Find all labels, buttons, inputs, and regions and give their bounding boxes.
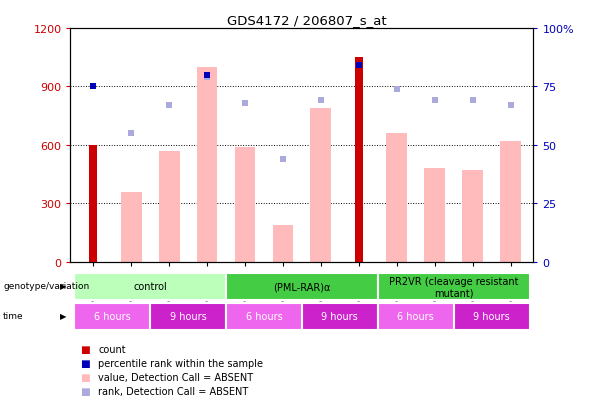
Text: control: control xyxy=(133,282,167,292)
Bar xyxy=(121,192,142,262)
Text: PR2VR (cleavage resistant
mutant): PR2VR (cleavage resistant mutant) xyxy=(389,276,519,297)
Text: 9 hours: 9 hours xyxy=(473,311,510,321)
Bar xyxy=(197,68,218,262)
Bar xyxy=(273,225,294,262)
Text: percentile rank within the sample: percentile rank within the sample xyxy=(98,358,263,368)
Bar xyxy=(378,303,454,330)
Bar xyxy=(462,171,483,262)
Bar xyxy=(235,147,256,262)
Bar xyxy=(355,58,363,262)
Text: 9 hours: 9 hours xyxy=(321,311,358,321)
Bar xyxy=(500,142,521,262)
Text: value, Detection Call = ABSENT: value, Detection Call = ABSENT xyxy=(98,372,253,382)
Bar xyxy=(302,303,378,330)
Bar xyxy=(150,303,226,330)
Text: ▶: ▶ xyxy=(59,281,66,290)
Bar xyxy=(378,273,530,300)
Text: 9 hours: 9 hours xyxy=(170,311,207,321)
Bar xyxy=(424,169,445,262)
Text: ▶: ▶ xyxy=(59,311,66,320)
Bar xyxy=(159,152,180,262)
Text: time: time xyxy=(3,311,24,320)
Text: 6 hours: 6 hours xyxy=(246,311,283,321)
Bar xyxy=(454,303,530,330)
Text: (PML-RAR)α: (PML-RAR)α xyxy=(273,282,330,292)
Text: GDS4172 / 206807_s_at: GDS4172 / 206807_s_at xyxy=(227,14,386,27)
Text: ■: ■ xyxy=(80,358,89,368)
Text: ■: ■ xyxy=(80,344,89,354)
Bar xyxy=(89,146,97,262)
Bar xyxy=(386,134,407,262)
Text: 6 hours: 6 hours xyxy=(94,311,131,321)
Text: 6 hours: 6 hours xyxy=(397,311,434,321)
Bar xyxy=(310,109,331,262)
Text: ■: ■ xyxy=(80,386,89,396)
Bar xyxy=(226,273,378,300)
Text: rank, Detection Call = ABSENT: rank, Detection Call = ABSENT xyxy=(98,386,248,396)
Bar xyxy=(226,303,302,330)
Text: count: count xyxy=(98,344,126,354)
Bar xyxy=(74,273,226,300)
Bar xyxy=(74,303,150,330)
Text: ■: ■ xyxy=(80,372,89,382)
Text: genotype/variation: genotype/variation xyxy=(3,281,89,290)
